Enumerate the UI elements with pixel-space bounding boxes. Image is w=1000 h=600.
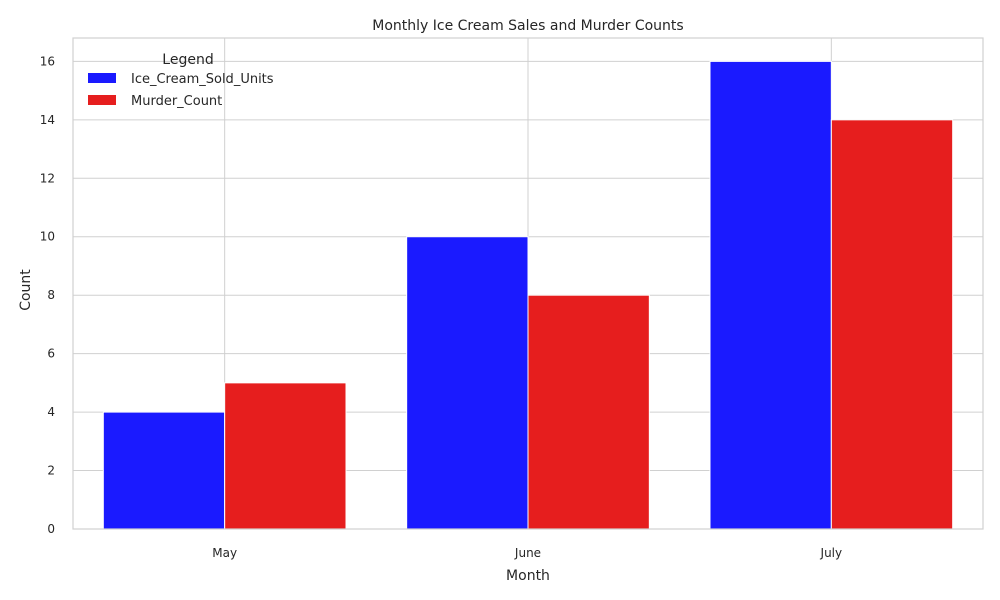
y-tick-label: 12	[40, 171, 55, 185]
plot-frame	[72, 37, 984, 530]
bar-ice-cream-sold-units-july	[709, 60, 832, 530]
x-tick-label: May	[212, 546, 237, 560]
bar-ice-cream-sold-units-may	[102, 411, 226, 530]
x-axis-ticks: May June July	[212, 546, 842, 560]
y-tick-label: 10	[40, 230, 55, 244]
legend-swatch	[88, 73, 116, 83]
y-tick-label: 4	[47, 405, 55, 419]
chart-title: Monthly Ice Cream Sales and Murder Count…	[372, 18, 683, 34]
y-tick-label: 8	[47, 288, 55, 302]
y-tick-label: 0	[47, 522, 55, 536]
bar-ice-cream-sold-units-june	[406, 236, 529, 530]
bars-group	[102, 60, 954, 530]
bar-murder-count-july	[830, 119, 954, 530]
legend: Legend Ice_Cream_Sold_Units Murder_Count	[88, 52, 274, 109]
y-tick-label: 2	[47, 464, 55, 478]
legend-swatch	[88, 95, 116, 105]
legend-label: Ice_Cream_Sold_Units	[131, 72, 274, 87]
y-tick-label: 16	[40, 54, 55, 68]
legend-title: Legend	[162, 52, 213, 68]
x-tick-label: July	[820, 546, 843, 560]
bar-murder-count-june	[527, 294, 650, 530]
y-tick-label: 6	[47, 347, 55, 361]
y-tick-label: 14	[40, 113, 55, 127]
legend-label: Murder_Count	[131, 94, 222, 109]
y-axis-label: Count	[18, 269, 34, 311]
x-tick-label: June	[514, 546, 541, 560]
y-axis-ticks: 0 2 4 6 8 10 12 14 16	[40, 54, 55, 536]
bar-murder-count-may	[224, 382, 347, 530]
x-axis-label: Month	[506, 568, 550, 584]
